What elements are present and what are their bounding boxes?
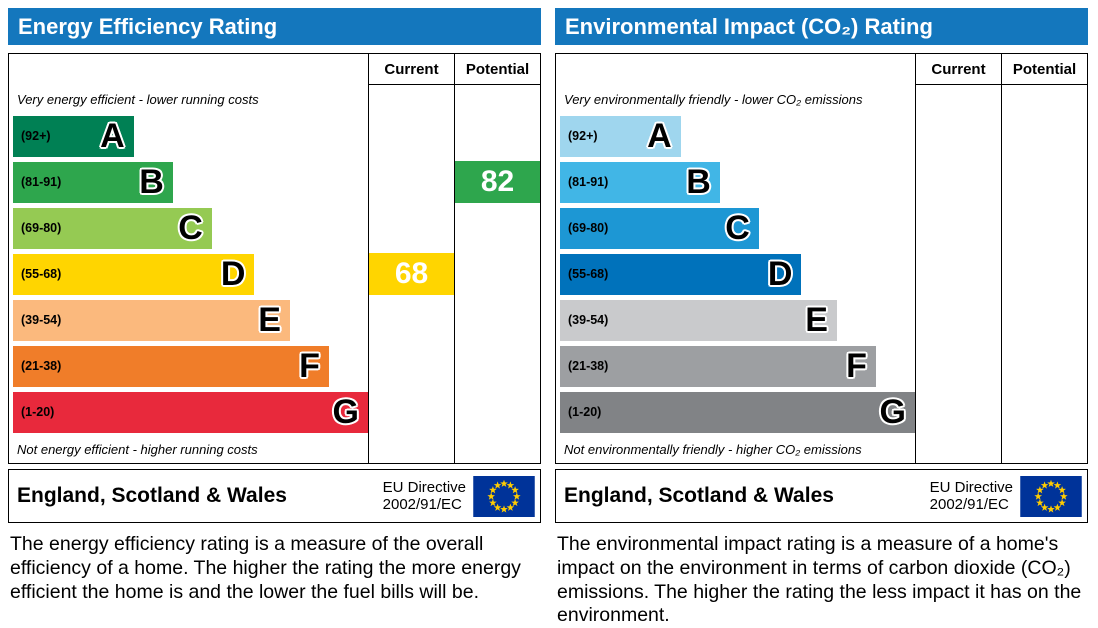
eu-directive-label: EU Directive 2002/91/EC xyxy=(383,479,473,514)
band-range-label: (69-80) xyxy=(21,221,62,235)
potential-rating-indicator: 82 xyxy=(455,161,540,203)
bottom-caption: Not environmentally friendly - higher CO… xyxy=(564,441,862,457)
band-row-a: (92+) A xyxy=(560,113,915,159)
footer: England, Scotland & Wales EU Directive 2… xyxy=(555,469,1088,523)
eu-flag-icon xyxy=(1020,475,1082,517)
eu-directive-line2: 2002/91/EC xyxy=(382,496,462,513)
band-row-c: (69-80) C xyxy=(560,205,915,251)
band-bar: (92+) A xyxy=(560,115,681,157)
band-range-label: (1-20) xyxy=(568,405,602,419)
region-label: England, Scotland & Wales xyxy=(17,484,287,507)
band-range-label: (55-68) xyxy=(568,267,609,281)
potential-column: Potential xyxy=(1001,54,1087,463)
band-letter: G xyxy=(879,393,906,431)
eu-directive-label: EU Directive 2002/91/EC xyxy=(930,479,1020,514)
band-range-label: (81-91) xyxy=(568,175,609,189)
bands: (92+) A (81-91) B (69-80) C (55-68) D (39-54) E (2… xyxy=(9,113,368,435)
band-row-c: (69-80) C xyxy=(13,205,368,251)
potential-column: Potential 82 xyxy=(454,54,540,463)
current-rating-indicator: 68 xyxy=(369,253,454,295)
band-bar: (92+) A xyxy=(13,115,134,157)
band-row-f: (21-38) F xyxy=(560,343,915,389)
band-range-label: (21-38) xyxy=(21,359,62,373)
bottom-caption: Not energy efficient - higher running co… xyxy=(17,441,258,457)
band-bar: (39-54) E xyxy=(13,299,290,341)
band-row-a: (92+) A xyxy=(13,113,368,159)
environmental-rating-table: Very environmentally friendly - lower CO… xyxy=(555,53,1088,464)
energy-efficiency-title-bar: Energy Efficiency Rating xyxy=(8,8,541,45)
band-bar: (55-68) D xyxy=(13,253,255,295)
band-letter: A xyxy=(100,117,125,155)
eu-flag-icon xyxy=(473,475,535,517)
environmental-rating-description: The environmental impact rating is a mea… xyxy=(557,533,1082,627)
band-letter: B xyxy=(686,163,711,201)
band-bar: (1-20) G xyxy=(560,391,915,433)
band-bar: (69-80) C xyxy=(13,207,212,249)
band-row-b: (81-91) B xyxy=(13,159,368,205)
header-spacer xyxy=(9,54,368,85)
energy-rating-table: Very energy efficient - lower running co… xyxy=(8,53,541,464)
band-range-label: (92+) xyxy=(21,129,51,143)
band-range-label: (81-91) xyxy=(21,175,62,189)
potential-header: Potential xyxy=(1002,54,1087,85)
band-letter: D xyxy=(220,255,246,293)
band-row-f: (21-38) F xyxy=(13,343,368,389)
current-column: Current xyxy=(915,54,1001,463)
band-bar: (39-54) E xyxy=(560,299,837,341)
band-range-label: (92+) xyxy=(568,129,598,143)
band-bar: (55-68) D xyxy=(560,253,802,295)
band-row-g: (1-20) G xyxy=(13,389,368,435)
potential-header: Potential xyxy=(455,54,540,85)
top-caption: Very environmentally friendly - lower CO… xyxy=(564,91,863,107)
band-range-label: (69-80) xyxy=(568,221,609,235)
band-letter: G xyxy=(332,393,359,431)
band-range-label: (55-68) xyxy=(21,267,62,281)
environmental-impact-panel: Environmental Impact (CO₂) Rating Very e… xyxy=(555,8,1088,628)
bands-column: Very energy efficient - lower running co… xyxy=(9,54,368,463)
bands: (92+) A (81-91) B (69-80) C (55-68) D (39-54) E (2… xyxy=(556,113,915,435)
current-header: Current xyxy=(369,54,454,85)
band-letter: E xyxy=(258,301,281,339)
band-bar: (21-38) F xyxy=(13,345,329,387)
band-range-label: (21-38) xyxy=(568,359,609,373)
footer: England, Scotland & Wales EU Directive 2… xyxy=(8,469,541,523)
current-header: Current xyxy=(916,54,1001,85)
band-letter: A xyxy=(647,117,672,155)
eu-directive-line1: EU Directive xyxy=(382,478,466,496)
band-row-e: (39-54) E xyxy=(560,297,915,343)
band-bar: (81-91) B xyxy=(560,161,720,203)
band-letter: C xyxy=(178,209,203,247)
band-row-d: (55-68) D xyxy=(13,251,368,297)
header-spacer xyxy=(556,54,915,85)
top-caption: Very energy efficient - lower running co… xyxy=(17,91,259,107)
band-row-b: (81-91) B xyxy=(560,159,915,205)
band-bar: (1-20) G xyxy=(13,391,368,433)
band-letter: E xyxy=(805,301,828,339)
band-row-d: (55-68) D xyxy=(560,251,915,297)
band-range-label: (1-20) xyxy=(21,405,55,419)
band-bar: (81-91) B xyxy=(13,161,173,203)
energy-efficiency-panel: Energy Efficiency Rating Very energy eff… xyxy=(8,8,541,628)
energy-rating-description: The energy efficiency rating is a measur… xyxy=(10,533,521,603)
current-column: Current 68 xyxy=(368,54,454,463)
band-letter: C xyxy=(725,209,750,247)
region-label: England, Scotland & Wales xyxy=(564,484,834,507)
band-range-label: (39-54) xyxy=(21,313,62,327)
band-bar: (69-80) C xyxy=(560,207,759,249)
bands-column: Very environmentally friendly - lower CO… xyxy=(556,54,915,463)
band-letter: D xyxy=(767,255,793,293)
band-letter: B xyxy=(139,163,164,201)
eu-directive-line2: 2002/91/EC xyxy=(929,496,1009,513)
chart-title: Environmental Impact (CO₂) Rating xyxy=(565,13,933,39)
eu-directive-line1: EU Directive xyxy=(929,478,1013,496)
band-bar: (21-38) F xyxy=(560,345,876,387)
band-row-e: (39-54) E xyxy=(13,297,368,343)
band-range-label: (39-54) xyxy=(568,313,609,327)
chart-title: Energy Efficiency Rating xyxy=(18,13,278,39)
band-row-g: (1-20) G xyxy=(560,389,915,435)
band-letter: F xyxy=(846,347,867,385)
environmental-impact-title-bar: Environmental Impact (CO₂) Rating xyxy=(555,8,1088,45)
band-letter: F xyxy=(299,347,320,385)
